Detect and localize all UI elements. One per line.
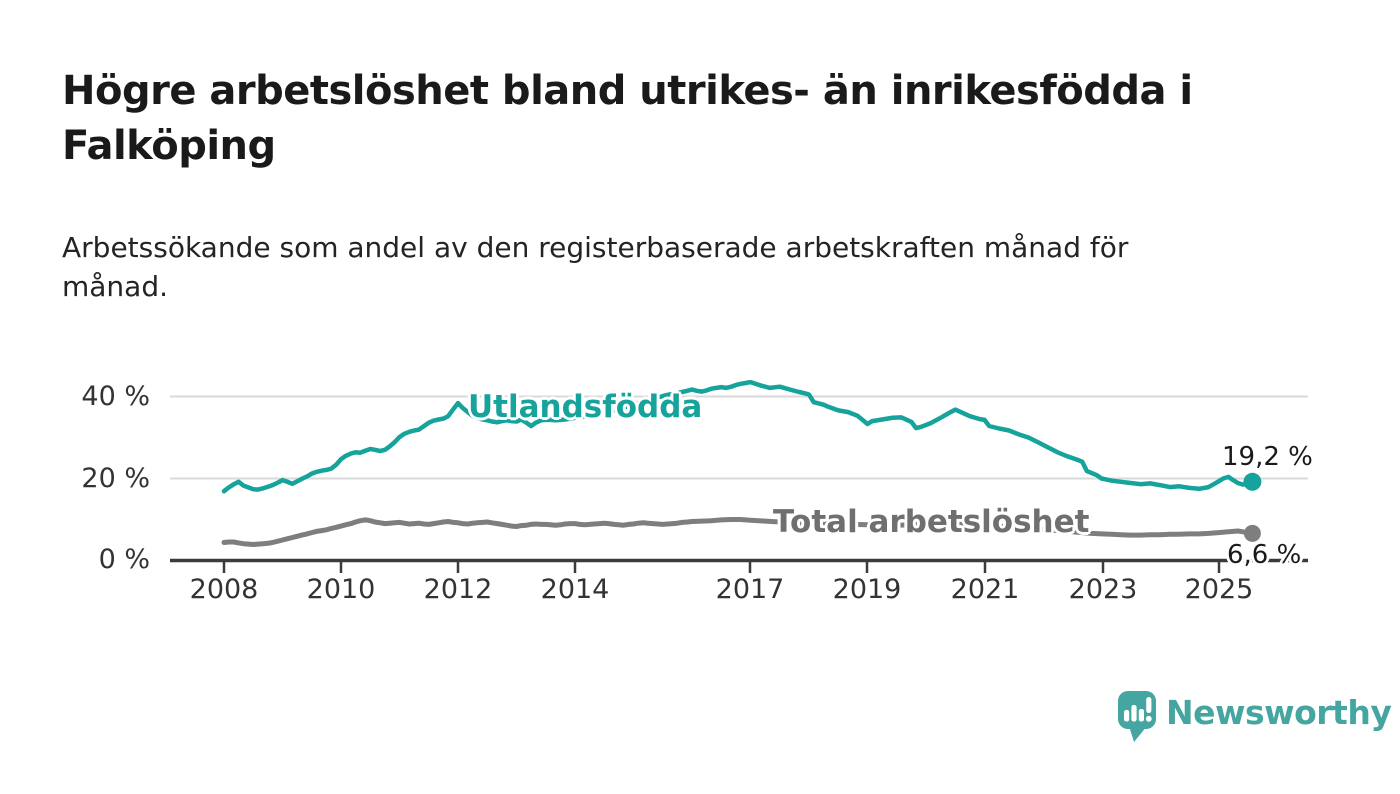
- y-tick-label-0: 0 %: [98, 544, 150, 575]
- x-tick-label-2021: 2021: [950, 574, 1020, 605]
- y-tick-label-20: 20 %: [81, 463, 150, 494]
- series-label-total-arbetsloshet: Total arbetslöshet: [773, 504, 1090, 540]
- x-tick-label-2014: 2014: [540, 574, 610, 605]
- x-tick-label-2010: 2010: [306, 574, 376, 605]
- end-value-label-total: 6,6 %: [1227, 540, 1302, 570]
- newsworthy-brand-name: Newsworthy: [1166, 693, 1392, 732]
- x-tick-label-2012: 2012: [423, 574, 493, 605]
- x-tick-label-2025: 2025: [1184, 574, 1254, 605]
- axis-ticks: [222, 560, 1221, 573]
- logo-bar-chart-glyph: [1124, 697, 1152, 722]
- x-tick-label-2019: 2019: [832, 574, 902, 605]
- subtitle-line-2: månad.: [62, 270, 169, 303]
- series-line-total-arbetsloshet: [221, 517, 1255, 547]
- end-point-utlandsfodda: [1243, 472, 1262, 491]
- end-value-label-utlandsfodda: 19,2 %: [1222, 442, 1313, 472]
- end-point-total-arbetsloshet: [1243, 524, 1261, 542]
- logo-exclamation-stem: [1146, 697, 1152, 713]
- x-axis: [170, 558, 1308, 573]
- gridlines: [170, 395, 1308, 480]
- page-title: Högre arbetslöshet bland utrikes- än inr…: [62, 64, 1242, 174]
- logo-exclamation-dot: [1145, 715, 1152, 722]
- series-line-utlandsfodda: [221, 379, 1255, 494]
- newsworthy-logo-icon: [1118, 691, 1156, 742]
- series-label-utlandsfodda: Utlandsfödda: [468, 389, 703, 425]
- chart-subtitle: Arbetssökande som andel av den registerb…: [62, 228, 1262, 306]
- title-line-1: Högre arbetslöshet bland utrikes- än inr…: [62, 68, 1193, 114]
- subtitle-line-1: Arbetssökande som andel av den registerb…: [62, 231, 1129, 264]
- x-tick-label-2008: 2008: [189, 574, 259, 605]
- series-layer: [221, 379, 1262, 547]
- x-tick-label-2023: 2023: [1068, 574, 1138, 605]
- x-tick-label-2017: 2017: [715, 574, 785, 605]
- title-line-2: Falköping: [62, 123, 276, 169]
- y-tick-label-40: 40 %: [81, 381, 150, 412]
- logo-speech-bubble-tail: [1129, 726, 1147, 742]
